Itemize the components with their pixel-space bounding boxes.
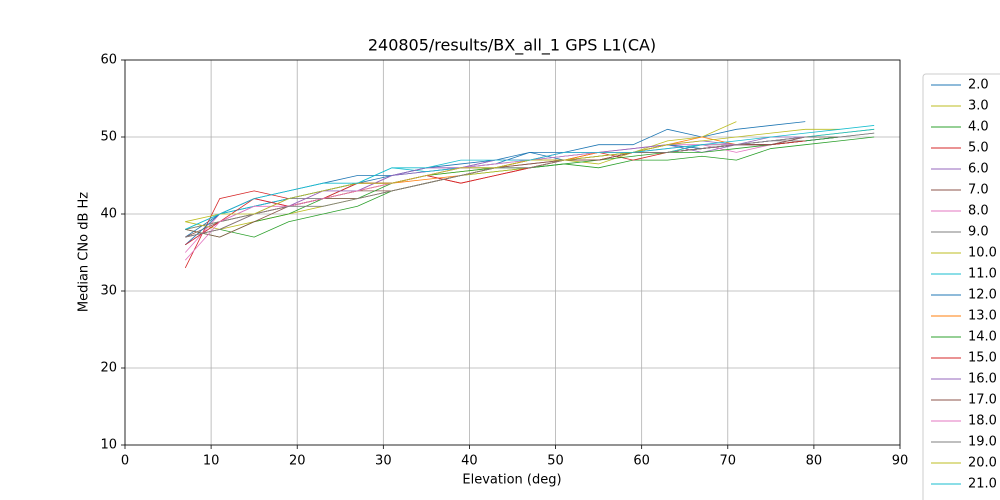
series-line: [184, 136, 806, 261]
y-tick-label: 60: [100, 53, 117, 68]
chart-title: 240805/results/BX_all_1 GPS L1(CA): [368, 36, 656, 56]
series-line: [185, 136, 840, 246]
legend-label: 10.0: [968, 246, 997, 261]
x-tick-label: 40: [461, 454, 478, 469]
x-tick-label: 10: [203, 454, 220, 469]
y-tick-label: 50: [100, 130, 117, 145]
y-tick-label: 20: [100, 361, 117, 376]
x-tick-label: 30: [375, 454, 392, 469]
legend-label: 8.0: [968, 204, 989, 219]
x-axis-label: Elevation (deg): [462, 473, 561, 488]
series-line: [185, 136, 840, 238]
x-tick-label: 80: [806, 454, 823, 469]
legend-label: 5.0: [968, 141, 989, 156]
legend-label: 6.0: [968, 162, 989, 177]
series-line: [185, 136, 806, 238]
legend-label: 11.0: [968, 267, 997, 282]
legend-label: 2.0: [968, 78, 989, 93]
legend-label: 16.0: [968, 372, 997, 387]
legend-label: 20.0: [968, 456, 997, 471]
legend-label: 17.0: [968, 393, 997, 408]
series-line: [185, 132, 875, 238]
legend-box: [922, 73, 1000, 500]
y-tick-label: 10: [100, 438, 117, 453]
legend-label: 3.0: [968, 99, 989, 114]
x-tick-label: 90: [892, 454, 909, 469]
x-tick-label: 50: [547, 454, 564, 469]
legend-label: 9.0: [968, 225, 989, 240]
x-tick-label: 0: [121, 454, 129, 469]
legend-label: 19.0: [968, 435, 997, 450]
legend-label: 14.0: [968, 330, 997, 345]
legend-label: 15.0: [968, 351, 997, 366]
series-line: [185, 125, 875, 230]
legend-label: 7.0: [968, 183, 989, 198]
legend-label: 12.0: [968, 288, 997, 303]
y-tick-label: 40: [100, 207, 117, 222]
x-tick-label: 70: [720, 454, 737, 469]
legend-label: 13.0: [968, 309, 997, 324]
legend-label: 18.0: [968, 414, 997, 429]
series-line: [185, 128, 840, 223]
series-line: [185, 136, 840, 246]
plot-frame: [124, 59, 901, 446]
x-tick-label: 60: [633, 454, 650, 469]
y-axis-label: Median CNo dB Hz: [77, 192, 92, 312]
legend-label: 21.0: [968, 477, 997, 492]
series-line: [185, 132, 875, 230]
x-tick-label: 20: [289, 454, 306, 469]
series-line: [185, 136, 840, 238]
y-tick-label: 30: [100, 284, 117, 299]
series-line: [185, 136, 840, 238]
legend-label: 4.0: [968, 120, 989, 135]
